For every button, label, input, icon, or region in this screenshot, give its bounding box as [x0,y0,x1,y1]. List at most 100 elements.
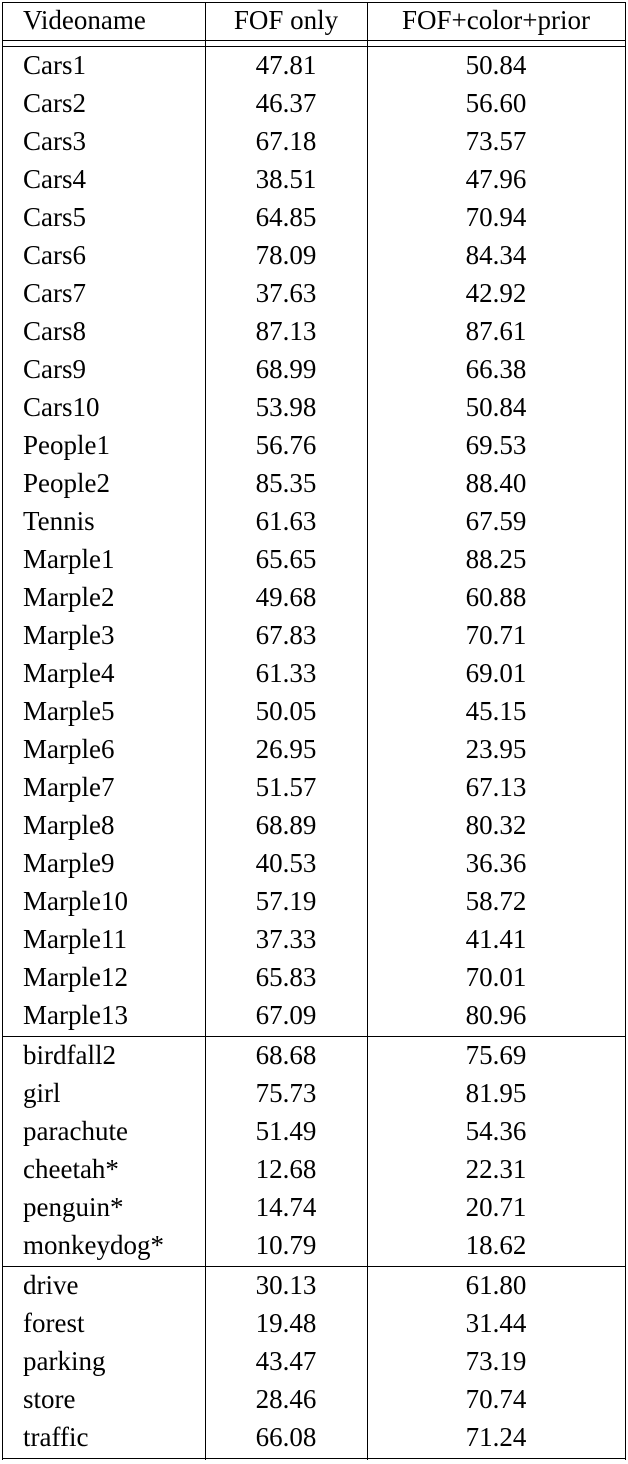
score: 61.80 [465,1270,527,1300]
rule [2,1266,626,1267]
video-name: drive [23,1270,79,1300]
score: 14.74 [255,1192,317,1222]
score: 67.83 [255,620,317,650]
score: 22.31 [465,1154,527,1184]
score: 85.35 [255,468,317,498]
video-name: girl [23,1078,61,1108]
video-name: Marple8 [23,810,115,840]
score: 51.49 [255,1116,317,1146]
score: 37.63 [255,278,317,308]
video-name: Marple11 [23,924,127,954]
video-name: birdfall2 [23,1040,116,1070]
score: 68.89 [255,810,317,840]
video-name: traffic [23,1422,89,1452]
score: 69.01 [465,658,527,688]
score: 73.57 [465,126,527,156]
score: 53.98 [255,392,317,422]
video-name: Marple2 [23,582,115,612]
score: 70.74 [465,1384,527,1414]
score: 80.96 [465,1000,527,1030]
score: 42.92 [465,278,527,308]
score: 80.32 [465,810,527,840]
score: 67.59 [465,506,527,536]
score: 30.13 [255,1270,317,1300]
score: 47.96 [465,164,527,194]
score: 54.36 [465,1116,527,1146]
score: 56.76 [255,430,317,460]
video-name: parachute [23,1116,128,1146]
score: 88.25 [465,544,527,574]
video-name: Cars6 [23,240,86,270]
score: 65.83 [255,962,317,992]
score: 18.62 [465,1230,527,1260]
video-name: Marple3 [23,620,115,650]
score: 49.68 [255,582,317,612]
video-name: People1 [23,430,110,460]
video-name: Cars2 [23,88,86,118]
score: 87.61 [465,316,527,346]
score: 36.36 [465,848,527,878]
video-name: parking [23,1346,106,1376]
video-name: Marple7 [23,772,115,802]
score: 78.09 [255,240,317,270]
score: 46.37 [255,88,317,118]
video-name: Marple9 [23,848,115,878]
score: 40.53 [255,848,317,878]
video-name: Marple6 [23,734,115,764]
video-name: Cars10 [23,392,100,422]
score: 12.68 [255,1154,317,1184]
rule [2,2,626,3]
score: 41.41 [465,924,527,954]
score: 61.63 [255,506,317,536]
score: 84.34 [465,240,527,270]
score: 88.40 [465,468,527,498]
score: 60.88 [465,582,527,612]
score: 75.69 [465,1040,527,1070]
rule [2,1458,626,1459]
score: 67.13 [465,772,527,802]
score: 31.44 [465,1308,527,1338]
score: 19.48 [255,1308,317,1338]
score: 61.33 [255,658,317,688]
score: 75.73 [255,1078,317,1108]
score: 67.09 [255,1000,317,1030]
rule [625,2,626,1460]
score: 87.13 [255,316,317,346]
score: 23.95 [465,734,527,764]
rule [205,2,206,1460]
score: 26.95 [255,734,317,764]
score: 73.19 [465,1346,527,1376]
rule [2,1036,626,1037]
video-name: Cars4 [23,164,86,194]
score: 67.18 [255,126,317,156]
score: 70.01 [465,962,527,992]
rule [367,2,368,1460]
header-cell: Videoname [23,5,146,35]
video-name: Marple4 [23,658,115,688]
score: 66.38 [465,354,527,384]
video-name: Cars5 [23,202,86,232]
score: 70.94 [465,202,527,232]
score: 56.60 [465,88,527,118]
score: 68.68 [255,1040,317,1070]
score: 58.72 [465,886,527,916]
video-name: Marple10 [23,886,128,916]
score: 50.84 [465,50,527,80]
video-name: monkeydog* [23,1230,164,1260]
score: 68.99 [255,354,317,384]
score: 20.71 [465,1192,527,1222]
score: 65.65 [255,544,317,574]
score: 57.19 [255,886,317,916]
video-name: Marple5 [23,696,115,726]
score: 51.57 [255,772,317,802]
video-name: Cars7 [23,278,86,308]
video-name: forest [23,1308,85,1338]
video-name: Cars3 [23,126,86,156]
video-name: Cars9 [23,354,86,384]
score: 71.24 [465,1422,527,1452]
video-name: Marple1 [23,544,115,574]
video-name: Tennis [23,506,95,536]
score: 70.71 [465,620,527,650]
score: 28.46 [255,1384,317,1414]
